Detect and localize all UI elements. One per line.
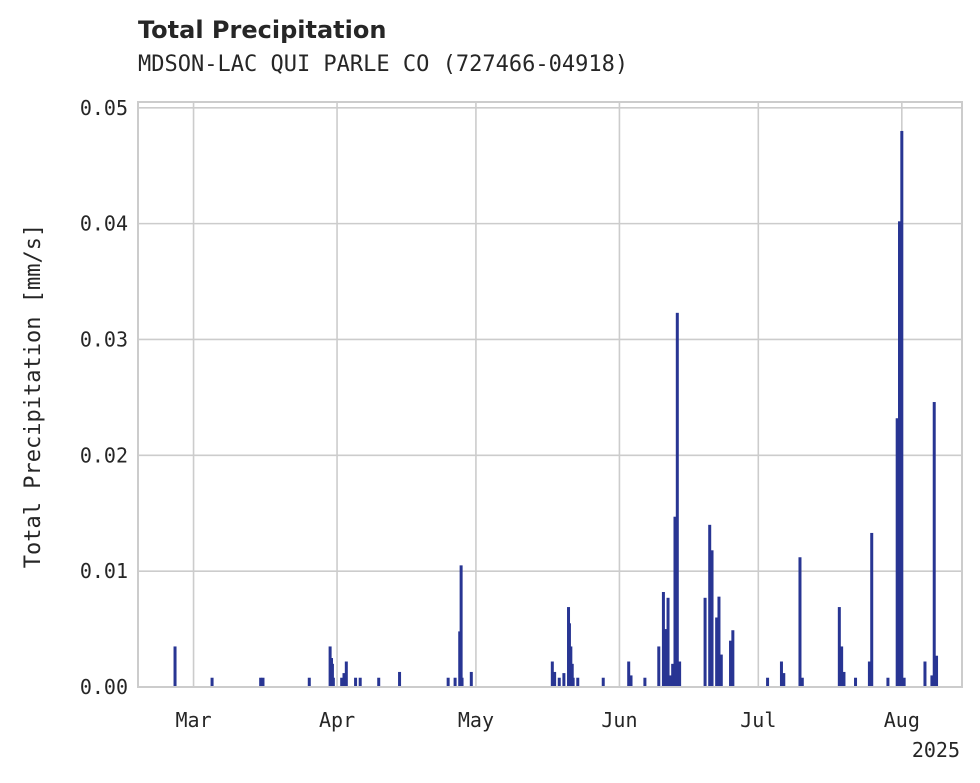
precipitation-bar [377, 677, 381, 687]
precipitation-bar [837, 607, 841, 687]
precipitation-bar [570, 663, 574, 687]
chart-subtitle: MDSON-LAC QUI PARLE CO (727466-04918) [138, 52, 629, 77]
precipitation-bar [886, 677, 890, 687]
precipitation-bar [340, 677, 344, 687]
precipitation-bar [344, 661, 348, 687]
precipitation-bar [173, 646, 177, 687]
precipitation-bar [715, 617, 719, 687]
precipitation-bar [932, 402, 936, 687]
precipitation-bar [779, 661, 783, 687]
precipitation-bar [330, 663, 334, 687]
precipitation-bar [930, 675, 934, 687]
precipitation-bar [708, 524, 712, 687]
precipitation-bar [703, 597, 707, 687]
precipitation-bar [446, 677, 450, 687]
precipitation-bar [842, 671, 846, 687]
precipitation-bar [629, 675, 633, 687]
precipitation-bar [469, 671, 473, 687]
y-tick-label: 0.03 [80, 327, 128, 351]
precipitation-bar [867, 661, 871, 687]
precipitation-bar [459, 565, 463, 687]
y-tick-label: 0.01 [80, 559, 128, 583]
precipitation-bar [550, 661, 554, 687]
y-tick-label: 0.04 [80, 212, 128, 236]
y-axis-ticks: 0.00 0.01 0.02 0.03 0.04 0.05 [80, 96, 128, 699]
y-axis-label: Total Precipitation [mm/s] [21, 224, 46, 568]
precipitation-bar [782, 673, 786, 687]
x-tick-label: Apr [319, 708, 355, 732]
year-label: 2025 [912, 738, 960, 762]
y-tick-label: 0.00 [80, 675, 128, 699]
chart-title: Total Precipitation [138, 16, 387, 44]
precipitation-bar [731, 630, 735, 687]
precipitation-bar [800, 677, 804, 687]
precipitation-bar [671, 663, 675, 687]
precipitation-bar [453, 677, 457, 687]
precipitation-bar [576, 677, 580, 687]
precipitation-bar [854, 677, 858, 687]
x-tick-label: May [458, 708, 494, 732]
precipitation-bar [571, 677, 575, 687]
precipitation-bar [935, 655, 939, 687]
precipitation-bar [460, 677, 464, 687]
x-tick-label: Aug [884, 708, 920, 732]
precipitation-bar [259, 677, 263, 687]
precipitation-bar [902, 677, 906, 687]
precipitation-bar [331, 677, 335, 687]
precipitation-bars [173, 130, 939, 688]
precipitation-bar [798, 557, 802, 687]
precipitation-bar [261, 677, 265, 687]
precipitation-bar [923, 661, 927, 687]
precipitation-bar [557, 677, 561, 687]
precipitation-bar [870, 532, 874, 687]
precipitation-bar [601, 677, 605, 687]
precipitation-bar [710, 550, 714, 687]
precipitation-bar [398, 671, 402, 687]
precipitation-bar [664, 629, 668, 687]
precipitation-bar [678, 661, 682, 687]
precipitation-bar [553, 671, 557, 687]
precipitation-bar [562, 673, 566, 687]
x-axis-ticks: Mar Apr May Jun Jul Aug [175, 708, 919, 732]
grid-lines [138, 102, 962, 688]
precipitation-bar [657, 646, 661, 687]
precipitation-bar [666, 597, 670, 687]
precipitation-bar [895, 418, 899, 687]
x-tick-label: Jun [601, 708, 637, 732]
precipitation-bar [717, 596, 721, 687]
precipitation-bar [719, 654, 723, 687]
precipitation-bar [358, 677, 362, 687]
precipitation-bar [643, 677, 647, 687]
precipitation-bar [354, 677, 358, 687]
y-tick-label: 0.05 [80, 96, 128, 120]
y-tick-label: 0.02 [80, 443, 128, 467]
precipitation-bar [766, 677, 770, 687]
precipitation-bar [900, 130, 904, 688]
precipitation-bar [627, 661, 631, 687]
precipitation-bar [210, 677, 214, 687]
x-tick-label: Mar [175, 708, 211, 732]
precipitation-bar [729, 640, 733, 687]
precipitation-bar [661, 592, 665, 687]
plot-frame [137, 101, 963, 688]
precipitation-bar [675, 312, 679, 687]
precipitation-bar [307, 677, 311, 687]
precipitation-bar [673, 516, 677, 687]
precipitation-bar [840, 646, 844, 687]
precipitation-bar [342, 673, 346, 687]
x-tick-label: Jul [740, 708, 776, 732]
precipitation-bar [668, 675, 672, 687]
precipitation-bar [898, 221, 902, 687]
